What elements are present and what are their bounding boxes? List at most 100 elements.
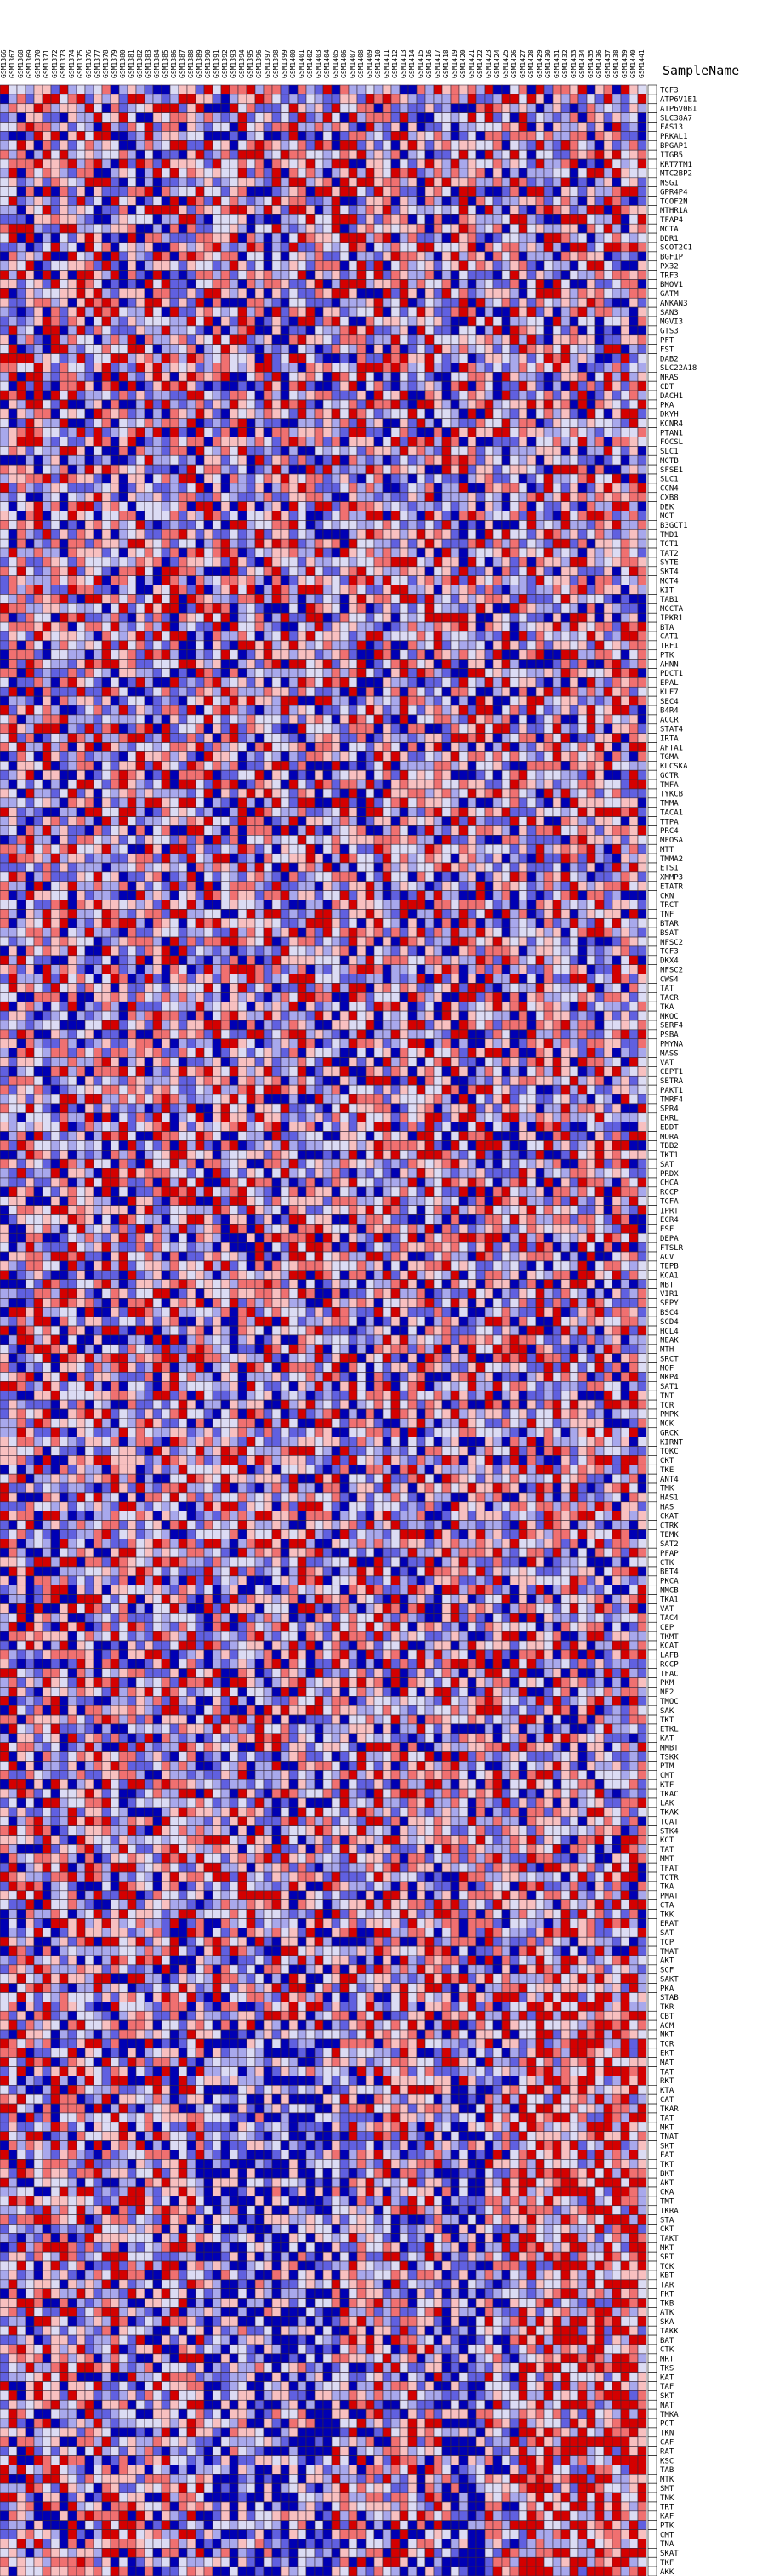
heatmap-cell	[544, 178, 553, 187]
heatmap-cell	[383, 243, 391, 252]
heatmap-cell	[612, 391, 621, 400]
heatmap-cell	[323, 131, 332, 140]
heatmap-cell	[570, 548, 578, 557]
heatmap-cell	[68, 419, 77, 428]
heatmap-cell	[493, 168, 502, 178]
heatmap-cell	[213, 511, 221, 521]
heatmap-cell	[238, 622, 247, 631]
heatmap-cell	[213, 307, 221, 317]
heatmap-cell	[408, 159, 417, 168]
heatmap-cell	[408, 669, 417, 678]
heatmap-cell	[357, 363, 366, 372]
heatmap-cell	[272, 641, 281, 650]
heatmap-cell	[306, 104, 315, 113]
heatmap-cell	[34, 631, 43, 641]
heatmap-cell	[570, 372, 578, 381]
heatmap-cell	[527, 631, 536, 641]
heatmap-cell	[17, 650, 26, 660]
heatmap-cell	[570, 455, 578, 465]
heatmap-cell	[94, 594, 102, 603]
heatmap-cell	[255, 539, 264, 548]
heatmap-cell	[417, 123, 425, 132]
heatmap-cell	[357, 520, 366, 529]
heatmap-cell	[434, 567, 442, 576]
heatmap-cell	[374, 307, 383, 317]
heatmap-cell	[43, 317, 51, 326]
heatmap-cell	[468, 280, 476, 289]
heatmap-cell	[383, 585, 391, 595]
heatmap-cell	[179, 363, 187, 372]
heatmap-cell	[230, 307, 238, 317]
heatmap-cell	[544, 381, 553, 391]
heatmap-cell	[128, 288, 136, 298]
heatmap-cell	[332, 335, 340, 345]
heatmap-cell	[128, 94, 136, 104]
heatmap-cell	[0, 529, 9, 539]
sample-label: GSM1411	[383, 49, 390, 78]
heatmap-cell	[476, 233, 485, 243]
heatmap-cell	[451, 622, 459, 631]
heatmap-cell	[264, 391, 272, 400]
heatmap-cell	[391, 159, 400, 168]
heatmap-cell	[170, 243, 179, 252]
heatmap-cell	[306, 474, 315, 483]
heatmap-cell	[26, 123, 34, 132]
heatmap-cell	[595, 104, 604, 113]
heatmap-cell	[60, 187, 68, 197]
heatmap-cell	[9, 677, 17, 687]
heatmap-cell	[238, 400, 247, 409]
heatmap-cell	[281, 187, 289, 197]
heatmap-cell	[425, 594, 434, 603]
heatmap-cell	[221, 205, 230, 214]
heatmap-cell	[221, 178, 230, 187]
heatmap-cell	[153, 677, 162, 687]
heatmap-cell	[578, 288, 587, 298]
sample-label: GSM1423	[485, 49, 492, 78]
heatmap-cell	[502, 437, 510, 446]
heatmap-cell	[323, 567, 332, 576]
heatmap-cell	[162, 197, 170, 206]
heatmap-cell	[213, 641, 221, 650]
heatmap-cell	[289, 159, 298, 168]
heatmap-cell	[493, 159, 502, 168]
heatmap-cell	[60, 529, 68, 539]
heatmap-cell	[68, 335, 77, 345]
heatmap-cell	[357, 428, 366, 437]
heatmap-cell	[213, 159, 221, 168]
heatmap-cell	[162, 224, 170, 233]
heatmap-cell	[60, 493, 68, 502]
heatmap-cell	[213, 585, 221, 595]
heatmap-cell	[400, 437, 408, 446]
heatmap-cell	[434, 455, 442, 465]
heatmap-cell	[43, 271, 51, 280]
heatmap-cell	[442, 474, 451, 483]
heatmap-cell	[340, 363, 349, 372]
heatmap-cell	[374, 539, 383, 548]
heatmap-cell	[204, 557, 213, 567]
heatmap-cell	[536, 150, 544, 159]
heatmap-cell	[85, 576, 94, 585]
heatmap-cell	[485, 622, 493, 631]
heatmap-cell	[434, 585, 442, 595]
heatmap-cell	[111, 317, 119, 326]
heatmap-cell	[323, 669, 332, 678]
heatmap-cell	[43, 345, 51, 354]
heatmap-cell	[204, 197, 213, 206]
heatmap-cell	[289, 113, 298, 123]
heatmap-cell	[408, 113, 417, 123]
heatmap-cell	[349, 465, 357, 474]
heatmap-cell	[289, 197, 298, 206]
heatmap-cell	[51, 187, 60, 197]
heatmap-cell	[544, 576, 553, 585]
heatmap-cell	[60, 326, 68, 335]
heatmap-cell	[391, 261, 400, 271]
heatmap-cell	[204, 261, 213, 271]
heatmap-cell	[561, 400, 570, 409]
heatmap-cell	[213, 113, 221, 123]
heatmap-cell	[459, 650, 468, 660]
heatmap-cell	[94, 372, 102, 381]
heatmap-cell	[587, 631, 595, 641]
heatmap-cell	[221, 288, 230, 298]
heatmap-cell	[629, 520, 638, 529]
